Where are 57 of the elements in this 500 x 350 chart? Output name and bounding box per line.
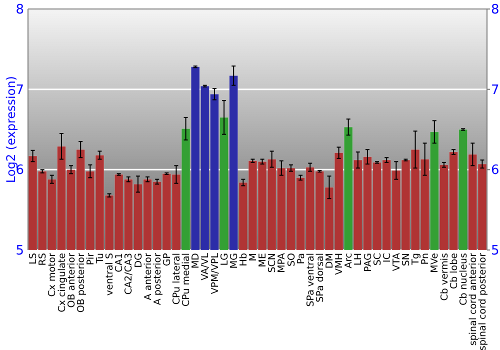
x-tick-label: SN <box>401 253 412 266</box>
x-tick-label: SPa dorsal <box>314 253 326 302</box>
x-tick-label: Cb vermis <box>439 252 450 301</box>
x-tick-label: LG <box>219 253 230 266</box>
x-tick-label: Arc <box>344 253 355 268</box>
x-tick-label: ventral S <box>104 253 116 296</box>
x-tick-label: MD <box>190 253 202 269</box>
y2-tick-label: 5 <box>491 244 500 259</box>
x-tick-label: VTA <box>391 252 402 272</box>
x-tick-label: Cx motor <box>47 252 58 297</box>
x-tick-label: DM <box>324 253 336 269</box>
x-tick-label: Cb lobe <box>448 252 460 290</box>
x-tick-label: CA1 <box>114 253 126 272</box>
x-tick-label: A posterior <box>152 252 164 306</box>
x-tick-label: CA2/CA3 <box>124 253 135 295</box>
x-tick-label: MVe <box>430 252 441 273</box>
y2-tick-label: 7 <box>491 82 500 98</box>
y-tick-label: 7 <box>16 82 24 98</box>
x-tick-label: Pn <box>420 253 432 265</box>
x-tick-label: spinal cord anterior <box>468 252 479 346</box>
x-tick-label: OB posterior <box>76 252 87 313</box>
x-tick-label: Pa <box>296 253 307 264</box>
x-tick-label: SPa ventral <box>305 253 316 307</box>
y2-tick-label: 6 <box>491 163 500 178</box>
x-tick-label: A anterior <box>142 252 154 300</box>
x-tick-label: VMH <box>334 253 346 275</box>
x-tick-label: CPu lateral <box>172 253 183 305</box>
x-tick-label: PAG <box>362 253 374 272</box>
x-tick-label: CPu medial <box>181 253 192 306</box>
x-tick-label: VPM/VPL <box>210 252 221 294</box>
x-tick-label: Hb <box>238 253 250 266</box>
x-tick-label: Pir <box>85 252 96 266</box>
x-tick-label: Cx cingulate <box>56 252 68 312</box>
x-tick-label: GP <box>162 252 173 266</box>
x-tick-label: SC <box>372 252 384 266</box>
x-tick-label: LS <box>28 253 40 264</box>
x-tick-label: VA/VL <box>200 252 212 280</box>
y-axis-title: Log2 (expression) <box>4 76 18 183</box>
x-tick-label: M <box>248 253 260 262</box>
x-tick-label: Tg <box>410 253 422 266</box>
x-tick-label: SCN <box>267 253 278 273</box>
x-tick-label: ME <box>258 253 269 268</box>
x-tick-label: spinal cord posterior <box>478 252 489 350</box>
y2-tick-label: 8 <box>491 2 500 18</box>
x-tick-label: Cb nucleus <box>458 252 470 306</box>
x-tick-label: SO <box>286 253 298 267</box>
x-tick-label: MG <box>228 253 240 269</box>
x-tick-label: MPA <box>276 252 288 273</box>
x-tick-label: RS <box>38 253 49 266</box>
x-tick-label: OB anterior <box>66 252 78 308</box>
x-tick-label: LH <box>353 253 364 266</box>
y-tick-label: 5 <box>16 244 24 259</box>
x-tick-label: DG <box>133 253 144 268</box>
x-tick-label: Tu <box>95 253 106 264</box>
y-tick-label: 6 <box>16 163 24 178</box>
y-tick-label: 8 <box>16 2 24 18</box>
x-tick-label: IC <box>382 252 393 262</box>
